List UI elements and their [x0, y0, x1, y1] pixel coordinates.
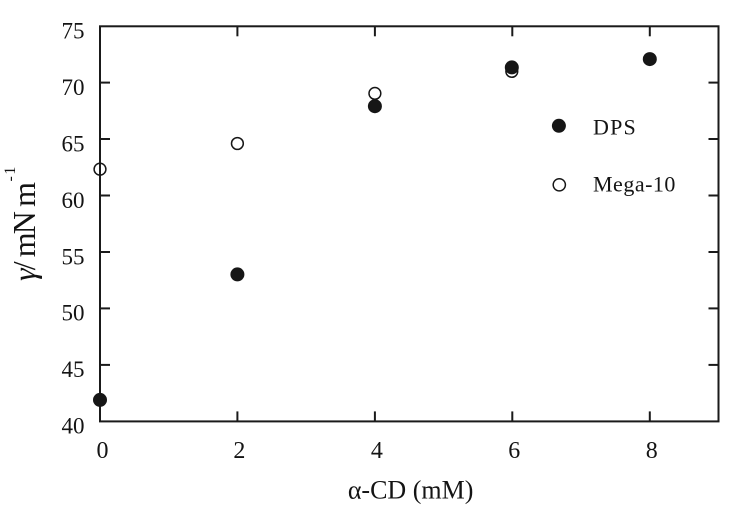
svg-text:65: 65 — [62, 131, 85, 156]
svg-text:Mega-10: Mega-10 — [593, 172, 676, 197]
svg-text:4: 4 — [371, 438, 383, 464]
svg-text:γ/ mN m: γ/ mN m — [6, 182, 42, 281]
svg-text:2: 2 — [233, 438, 245, 464]
svg-text:0: 0 — [97, 438, 109, 464]
svg-text:55: 55 — [62, 244, 85, 269]
svg-text:-1: -1 — [2, 165, 19, 181]
svg-text:50: 50 — [62, 301, 85, 326]
svg-text:α-CD (mM): α-CD (mM) — [348, 476, 474, 505]
svg-text:60: 60 — [62, 188, 85, 213]
svg-text:40: 40 — [62, 414, 85, 439]
svg-text:6: 6 — [508, 438, 520, 464]
svg-text:8: 8 — [646, 438, 658, 464]
svg-text:DPS: DPS — [593, 114, 637, 139]
svg-text:70: 70 — [62, 75, 85, 100]
svg-text:45: 45 — [62, 357, 85, 382]
svg-text:75: 75 — [62, 19, 85, 44]
